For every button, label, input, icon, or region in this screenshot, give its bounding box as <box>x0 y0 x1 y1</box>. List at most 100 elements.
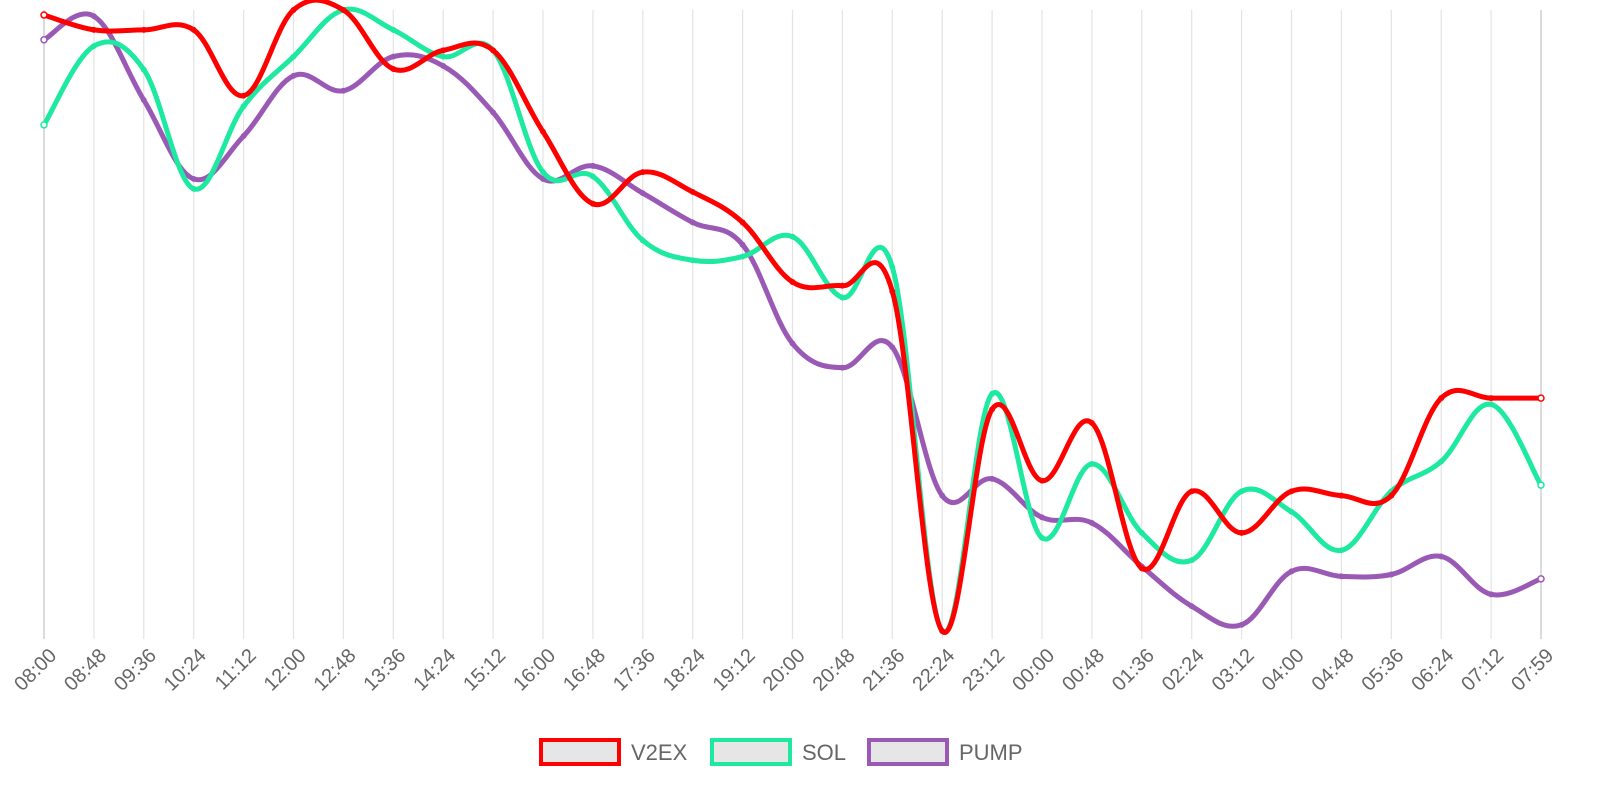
data-point <box>340 87 347 94</box>
data-point <box>40 121 48 129</box>
data-point <box>639 237 646 244</box>
data-point <box>340 7 347 13</box>
data-point <box>290 7 297 13</box>
x-tick-label: 16:00 <box>509 645 560 696</box>
data-point <box>1388 492 1395 499</box>
data-point <box>1338 492 1345 499</box>
data-point <box>1288 488 1295 495</box>
data-point <box>1438 458 1445 465</box>
x-tick-label: 03:12 <box>1208 645 1259 696</box>
data-point <box>889 264 896 271</box>
x-tick-label: 07:12 <box>1457 645 1508 696</box>
legend-item-sol[interactable]: SOL <box>710 738 846 766</box>
data-point <box>1488 401 1495 408</box>
data-point <box>1088 420 1095 426</box>
data-point <box>140 97 147 103</box>
data-point <box>839 294 846 301</box>
legend-label: SOL <box>802 740 846 765</box>
data-point <box>1039 534 1045 541</box>
legend-swatch <box>710 738 792 766</box>
data-point <box>240 133 247 140</box>
series-pump <box>40 11 1545 629</box>
data-point <box>1238 529 1245 536</box>
data-point <box>689 189 696 195</box>
x-tick-label: 20:00 <box>759 645 810 696</box>
data-point <box>1138 529 1145 536</box>
data-point <box>540 175 546 182</box>
data-point <box>90 43 97 49</box>
x-tick-label: 00:00 <box>1008 645 1059 696</box>
x-tick-label: 09:36 <box>110 645 161 696</box>
data-point <box>1488 395 1495 402</box>
data-point <box>989 406 996 413</box>
x-tick-label: 05:36 <box>1357 645 1408 696</box>
data-point <box>540 128 546 135</box>
data-point <box>1388 571 1395 578</box>
data-point <box>540 169 546 176</box>
data-point <box>90 26 97 33</box>
x-tick-label: 14:24 <box>409 645 460 696</box>
x-tick-label: 01:36 <box>1108 645 1159 696</box>
series-line-v2ex <box>41 0 1544 635</box>
data-point <box>989 475 996 482</box>
data-point <box>889 344 896 351</box>
data-point <box>739 219 746 226</box>
x-tick-label: 18:24 <box>659 645 710 696</box>
data-point <box>689 219 696 226</box>
data-point <box>1537 394 1545 402</box>
x-tick-label: 22:24 <box>908 645 959 696</box>
data-point <box>589 173 596 180</box>
data-point <box>1288 508 1295 515</box>
data-point <box>40 36 48 44</box>
data-point <box>1238 488 1245 495</box>
x-tick-label: 21:36 <box>858 645 909 696</box>
data-point <box>390 26 397 33</box>
data-point <box>989 390 996 397</box>
data-point <box>140 26 147 33</box>
x-tick-label: 04:48 <box>1308 645 1359 696</box>
x-tick-label: 11:12 <box>211 645 261 695</box>
data-point <box>639 190 646 197</box>
data-point <box>440 53 447 60</box>
data-point <box>490 47 497 54</box>
series-line-pump <box>41 11 1544 629</box>
x-tick-label: 07:59 <box>1507 645 1558 696</box>
x-tick-label: 12:00 <box>260 645 311 696</box>
data-point <box>689 257 696 264</box>
data-point <box>390 53 397 60</box>
data-point <box>889 288 896 295</box>
legend-label: PUMP <box>959 740 1023 765</box>
data-point <box>240 103 247 110</box>
x-tick-label: 04:00 <box>1258 645 1309 696</box>
data-point <box>1488 591 1495 598</box>
data-point <box>190 26 197 33</box>
x-tick-label: 16:48 <box>559 645 610 696</box>
data-point <box>40 11 48 19</box>
data-point <box>290 72 297 79</box>
data-point <box>839 282 846 289</box>
data-point <box>290 53 297 60</box>
series-lines <box>40 0 1545 635</box>
x-tick-label: 13:36 <box>359 645 410 696</box>
data-point <box>1188 557 1195 564</box>
legend-item-v2ex[interactable]: V2EX <box>539 738 688 766</box>
data-point <box>1188 488 1195 495</box>
x-tick-label: 19:12 <box>709 645 760 696</box>
data-point <box>789 233 796 240</box>
data-point <box>1138 565 1145 572</box>
legend-item-pump[interactable]: PUMP <box>867 738 1023 766</box>
x-tick-label: 10:24 <box>160 645 211 696</box>
data-point <box>1238 621 1245 628</box>
data-point <box>1188 603 1195 610</box>
data-point <box>589 162 596 169</box>
x-tick-label: 08:00 <box>10 645 61 696</box>
data-point <box>1537 481 1545 489</box>
x-tick-label: 20:48 <box>809 645 860 696</box>
data-point <box>140 66 147 73</box>
data-point <box>639 169 646 176</box>
data-point <box>240 92 247 99</box>
data-point <box>190 175 197 182</box>
